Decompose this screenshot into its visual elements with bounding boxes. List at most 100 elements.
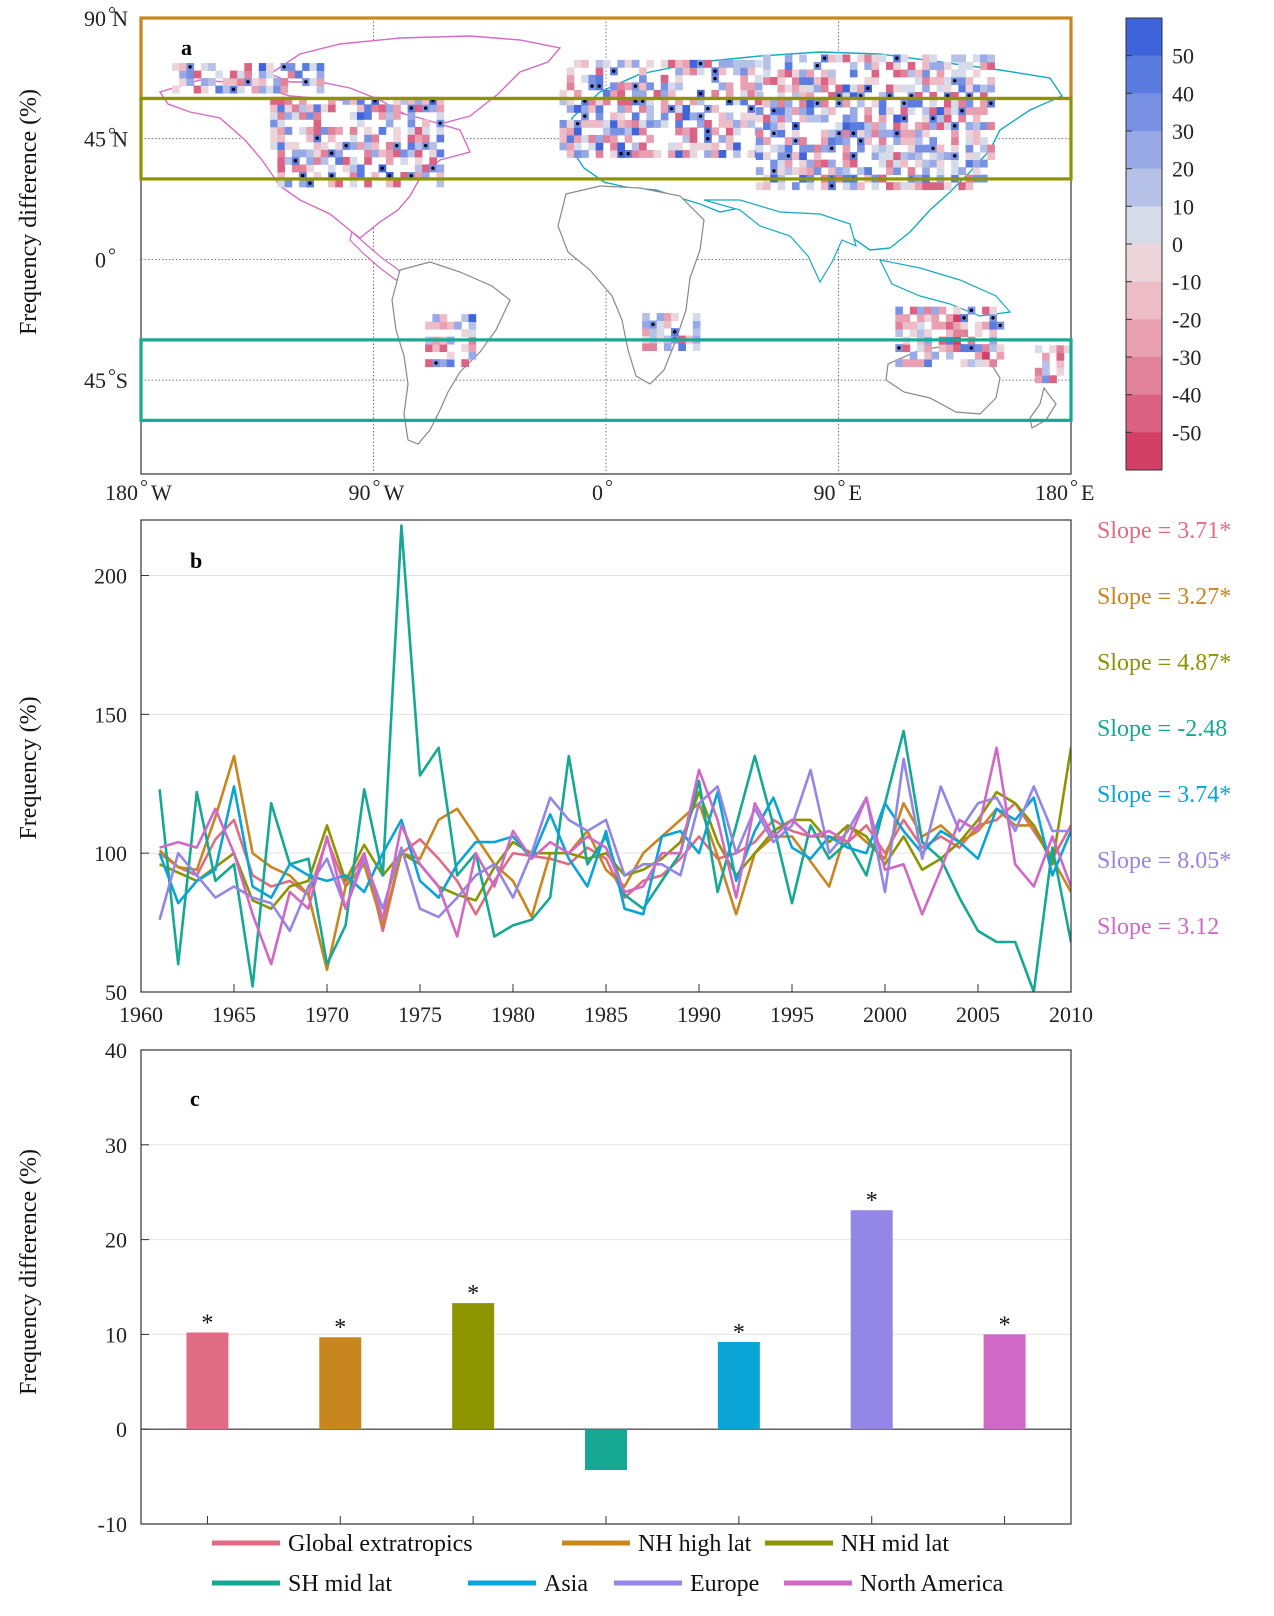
map-cell <box>907 107 916 115</box>
map-cell <box>624 127 633 136</box>
map-cell <box>820 107 829 115</box>
panel-c-bar-group: * * * * * * <box>186 1188 1026 1470</box>
map-cell <box>602 97 611 106</box>
map-cell <box>617 59 625 68</box>
map-cell <box>316 78 325 86</box>
map-cell <box>439 359 448 368</box>
map-cell <box>828 77 836 85</box>
map-cell <box>878 114 887 123</box>
map-cell <box>378 126 387 135</box>
map-cell <box>893 167 901 176</box>
map-cell <box>468 314 477 323</box>
map-cell <box>581 134 589 143</box>
map-cell <box>747 89 756 98</box>
map-cell <box>799 54 807 63</box>
map-cell <box>799 107 807 115</box>
map-cell <box>660 59 669 68</box>
map-cell <box>799 84 807 93</box>
map-cell <box>740 67 748 76</box>
map-cell <box>820 159 829 168</box>
map-cell <box>446 321 455 330</box>
map-cell <box>980 54 988 63</box>
map-cell <box>958 61 966 70</box>
map-cell <box>364 149 372 158</box>
map-cell <box>953 321 961 330</box>
map-cell <box>871 182 880 191</box>
map-cell <box>610 112 618 121</box>
map-cell <box>335 149 343 158</box>
map-cell <box>784 69 793 78</box>
significance-dot <box>945 94 950 98</box>
map-cell <box>784 144 793 153</box>
map-cell <box>631 119 640 128</box>
map-cell <box>711 142 720 151</box>
significance-dot <box>960 109 964 113</box>
map-cell <box>696 119 705 128</box>
map-cell <box>914 182 923 191</box>
significance-dot <box>727 99 732 103</box>
map-cell <box>682 127 691 136</box>
map-cell <box>909 321 918 330</box>
map-cell <box>777 99 786 108</box>
map-cell <box>806 92 815 100</box>
map-cell <box>277 171 286 180</box>
map-cell <box>631 59 640 68</box>
b-xtick-label: 2000 <box>863 1002 907 1027</box>
significance-dot <box>902 116 906 121</box>
map-cell <box>902 359 911 368</box>
significance-dot <box>837 101 841 105</box>
map-cell <box>806 182 815 191</box>
significance-marker: * <box>201 1311 213 1337</box>
lon-label-degrees: 90 <box>814 480 836 505</box>
significance-dot <box>575 121 580 126</box>
map-cell <box>958 182 966 191</box>
map-cell <box>668 149 676 158</box>
map-cell <box>393 179 401 188</box>
map-cell <box>595 67 604 76</box>
map-cell <box>328 179 336 188</box>
significance-dot <box>713 76 717 81</box>
map-cell <box>849 92 858 100</box>
map-cell <box>943 122 952 130</box>
map-cell <box>313 104 322 113</box>
bar-europe <box>850 1210 893 1430</box>
lon-label-hemisphere: E <box>849 480 862 505</box>
map-cell <box>806 144 815 153</box>
map-cell <box>378 104 387 113</box>
map-cell <box>313 111 322 120</box>
map-cell <box>936 84 945 93</box>
map-cell <box>929 92 938 100</box>
significance-dot <box>315 136 319 140</box>
map-cell <box>320 104 329 113</box>
map-cell <box>639 89 647 98</box>
map-cell <box>987 152 995 161</box>
map-cell <box>806 167 815 176</box>
map-cell <box>371 149 380 158</box>
map-cell <box>725 89 734 98</box>
map-cell <box>642 313 650 321</box>
map-cell <box>929 122 938 130</box>
map-cell <box>617 89 625 98</box>
map-cell <box>987 77 995 85</box>
map-cell <box>864 167 872 176</box>
map-cell <box>958 69 966 78</box>
map-cell <box>179 78 187 86</box>
map-cell <box>864 107 872 115</box>
map-cell <box>280 78 289 86</box>
map-cell <box>945 314 954 323</box>
colorbar-segment <box>1126 168 1162 207</box>
map-cell <box>917 306 925 315</box>
map-cell <box>907 129 916 138</box>
map-cell <box>660 97 669 106</box>
map-cell <box>965 122 974 130</box>
map-cell <box>799 167 807 176</box>
map-cell <box>842 167 851 176</box>
map-cell <box>675 82 683 91</box>
map-cell <box>393 104 401 113</box>
map-cell <box>270 126 278 135</box>
legend-label: Asia <box>544 1571 588 1597</box>
bar-north-america <box>983 1334 1026 1430</box>
map-cell <box>813 114 822 123</box>
significance-dot <box>895 131 899 136</box>
